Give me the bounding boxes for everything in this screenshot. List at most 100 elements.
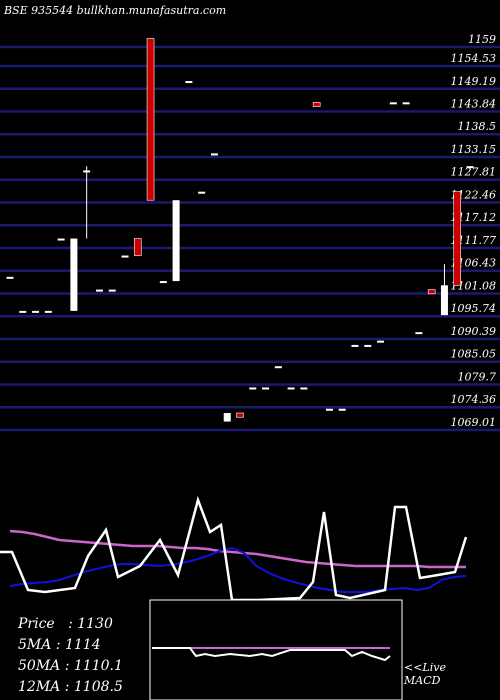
- price-stat: Price : 1130: [18, 616, 113, 632]
- ma5-stat: 5MA : 1114: [18, 637, 101, 653]
- candle: [32, 310, 40, 313]
- candle: [57, 238, 65, 241]
- candle: [415, 332, 423, 335]
- candle: [466, 166, 474, 169]
- candle-body: [159, 281, 167, 284]
- candle-body: [453, 191, 462, 286]
- y-tick-label: 1090.39: [451, 325, 497, 338]
- candle-body: [466, 166, 474, 169]
- macd-box: [149, 599, 403, 700]
- candle-body: [274, 366, 282, 369]
- y-tick-label: 1079.7: [458, 371, 497, 384]
- candle: [95, 289, 103, 292]
- y-tick-label: 1154.53: [451, 52, 497, 65]
- candle-body: [210, 153, 218, 156]
- moving-average-panel: [0, 495, 468, 602]
- y-tick-label: 1106.43: [451, 257, 497, 270]
- macd-panel: [149, 599, 403, 700]
- candle-body: [223, 413, 231, 422]
- candle: [453, 191, 462, 286]
- candle-body: [44, 310, 52, 313]
- ma50-stat: 50MA : 1110.1: [18, 658, 123, 674]
- candle-body: [236, 412, 244, 418]
- candle: [121, 255, 129, 258]
- candle: [402, 102, 410, 105]
- candle: [159, 281, 167, 284]
- candle-body: [427, 289, 436, 295]
- candle-body: [262, 387, 270, 390]
- candle-body: [402, 102, 410, 105]
- macd-line: [152, 647, 391, 662]
- y-tick-label: 1127.81: [451, 166, 497, 179]
- y-tick-label: 1101.08: [451, 280, 497, 293]
- candle: [236, 412, 244, 418]
- price-axis-labels: 1159 1154.53 1149.19 1143.84 1138.5 1133.15 11…: [451, 33, 497, 429]
- candle-body: [6, 276, 14, 279]
- candle: [249, 387, 257, 390]
- candle-body: [338, 408, 346, 411]
- candle-body: [325, 408, 333, 411]
- candle: [274, 366, 282, 369]
- candle-body: [108, 289, 116, 292]
- y-tick-label: 1133.15: [451, 143, 497, 156]
- candle: [185, 81, 193, 84]
- candle-body: [287, 387, 295, 390]
- candle: [377, 340, 385, 343]
- y-tick-label: 1095.74: [451, 302, 497, 315]
- candle: [364, 344, 372, 347]
- candle-body: [32, 310, 40, 313]
- y-tick-label: 1074.36: [451, 393, 497, 406]
- candles: [6, 38, 474, 422]
- chart-title: BSE 935544 bullkhan.munafasutra.com: [4, 4, 227, 17]
- candle-body: [312, 102, 321, 107]
- candle-body: [198, 191, 206, 194]
- candle-body: [172, 200, 180, 282]
- candle: [287, 387, 295, 390]
- candle: [70, 238, 78, 311]
- candle-body: [57, 238, 65, 241]
- candle: [133, 238, 142, 256]
- candle-body: [351, 344, 359, 347]
- candle: [223, 413, 231, 422]
- live-macd-label: <<Live MACD: [404, 661, 446, 687]
- y-tick-label: 1085.05: [451, 348, 497, 361]
- candle: [210, 153, 218, 156]
- candle-body: [377, 340, 385, 343]
- candle: [6, 276, 14, 279]
- candle-body: [249, 387, 257, 390]
- price-grid: [0, 45, 500, 432]
- candle-body: [95, 289, 103, 292]
- candle-body: [300, 387, 308, 390]
- candle-body: [389, 102, 397, 105]
- candle-body: [19, 310, 27, 313]
- candle-body: [364, 344, 372, 347]
- candle: [198, 191, 206, 194]
- y-tick-label: 1117.12: [451, 211, 497, 224]
- candle: [440, 264, 448, 316]
- candle: [300, 387, 308, 390]
- slow-ma-line: [9, 529, 466, 569]
- oscillator-line: [0, 495, 468, 602]
- candle: [325, 408, 333, 411]
- fast-ma-line: [9, 546, 467, 593]
- y-tick-label: 1111.77: [451, 234, 497, 247]
- candle-body: [440, 285, 448, 316]
- candle-body: [415, 332, 423, 335]
- macd-label-text: MACD: [404, 674, 441, 687]
- candle: [19, 310, 27, 313]
- candle: [351, 344, 359, 347]
- y-tick-label: 1069.01: [451, 416, 497, 429]
- candle: [312, 102, 321, 107]
- candle: [389, 102, 397, 105]
- candle-body: [133, 238, 142, 256]
- candle: [108, 289, 116, 292]
- candle-body: [146, 38, 155, 201]
- ma12-stat: 12MA : 1108.5: [18, 679, 123, 695]
- live-label: <<Live: [404, 661, 446, 674]
- candle: [172, 200, 180, 282]
- y-tick-label: 1149.19: [451, 75, 497, 88]
- stats-panel: Price : 1130 5MA : 1114 50MA : 1110.1 12…: [18, 614, 123, 698]
- candle-body: [121, 255, 129, 258]
- candle: [262, 387, 270, 390]
